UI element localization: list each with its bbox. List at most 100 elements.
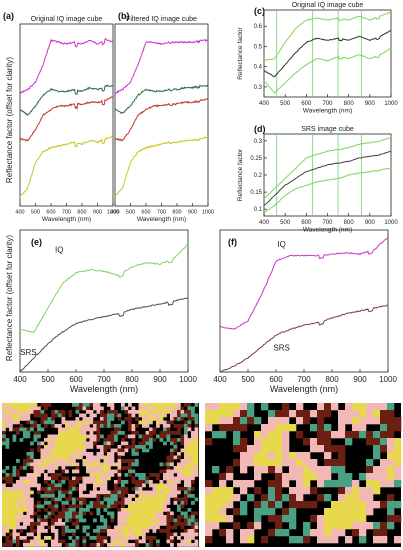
heatmap-cell [58, 480, 62, 484]
heatmap-cell [110, 494, 115, 498]
heatmap-cell [124, 511, 129, 516]
heatmap-cell [96, 410, 101, 414]
heatmap-cell [145, 529, 150, 533]
heatmap-cell [96, 497, 101, 502]
heatmap-cell [156, 487, 160, 491]
heatmap-cell [110, 490, 115, 495]
y-tick-label: 0.25 [250, 156, 262, 162]
heatmap-cell [82, 511, 87, 516]
heatmap-cell [135, 529, 139, 533]
heatmap-cell [156, 473, 160, 477]
heatmap-cell [23, 522, 27, 526]
heatmap-cell [100, 504, 104, 509]
heatmap-cell [166, 515, 171, 519]
heatmap-cell [170, 511, 174, 516]
heatmap-cell [194, 511, 199, 516]
heatmap-cell [138, 518, 143, 523]
heatmap-cell [187, 441, 192, 446]
heatmap-cell [324, 459, 332, 467]
heatmap-cell [275, 431, 283, 439]
heatmap-cell [103, 448, 108, 453]
heatmap-cell [373, 473, 381, 481]
heatmap-cell [54, 501, 59, 505]
heatmap-cell [331, 445, 339, 453]
heatmap-cell [254, 473, 262, 481]
heatmap-cell [30, 448, 34, 453]
heatmap-cell [93, 462, 97, 467]
heatmap-cell [23, 406, 27, 411]
heatmap-cell [61, 448, 66, 453]
heatmap-cell [117, 532, 122, 537]
heatmap-cell [345, 536, 353, 544]
heatmap-cell [79, 448, 83, 453]
heatmap-cell [124, 543, 129, 547]
heatmap-cell [219, 431, 227, 439]
heatmap-cell [205, 515, 213, 523]
heatmap-cell [100, 501, 104, 505]
heatmap-cell [142, 529, 146, 533]
x-tick-label: 400 [213, 375, 227, 384]
heatmap-cell [65, 529, 69, 533]
x-tick-label: 1000 [179, 375, 197, 384]
heatmap-cell [37, 483, 41, 488]
heatmap-cell [114, 410, 118, 414]
heatmap-cell [166, 438, 171, 442]
heatmap-cell [40, 543, 45, 547]
heatmap-cell [82, 539, 87, 544]
heatmap-cell [107, 434, 111, 439]
heatmap-cell [310, 466, 318, 474]
heatmap-cell [177, 476, 181, 481]
heatmap-cell [89, 501, 94, 505]
heatmap-cell [96, 445, 101, 449]
heatmap-cell [100, 455, 104, 460]
heatmap-cell [44, 497, 48, 502]
heatmap-cell [152, 518, 157, 523]
heatmap-cell [317, 445, 325, 453]
heatmap-cell [19, 476, 24, 481]
heatmap-cell [159, 515, 164, 519]
heatmap-cell [44, 420, 48, 425]
heatmap-cell [289, 459, 297, 467]
heatmap-cell [114, 483, 118, 488]
heatmap-cell [282, 529, 290, 537]
heatmap-cell [26, 483, 31, 488]
heatmap-cell [149, 518, 153, 523]
heatmap-cell [68, 410, 73, 414]
heatmap-cell [117, 525, 122, 530]
heatmap-cell [9, 494, 13, 498]
heatmap-cell [142, 483, 146, 488]
heatmap-cell [296, 480, 304, 488]
heatmap-cell [96, 508, 101, 512]
heatmap-cell [121, 490, 125, 495]
heatmap-cell [180, 406, 185, 411]
heatmap-cell [2, 427, 6, 432]
heatmap-cell [75, 469, 80, 474]
heatmap-cell [275, 501, 283, 509]
heatmap-cell [117, 448, 122, 453]
heatmap-cell [58, 522, 62, 526]
heatmap-cell [37, 445, 41, 449]
heatmap-cell [40, 469, 45, 474]
heatmap-cell [145, 476, 150, 481]
heatmap-cell [86, 427, 90, 432]
heatmap-cell [117, 487, 122, 491]
heatmap-cell [191, 434, 195, 439]
heatmap-cell [296, 473, 304, 481]
heatmap-cell [110, 543, 115, 547]
heatmap-cell [275, 417, 283, 425]
heatmap-cell [58, 438, 62, 442]
heatmap-cell [194, 420, 199, 425]
y-tick-label: 0.3 [254, 85, 263, 91]
heatmap-cell [247, 445, 255, 453]
heatmap-cell [194, 424, 199, 428]
heatmap-cell [89, 473, 94, 477]
heatmap-cell [117, 543, 122, 547]
heatmap-cell [194, 452, 199, 456]
heatmap-cell [387, 508, 395, 516]
heatmap-cell [268, 501, 276, 509]
heatmap-cell [145, 448, 150, 453]
heatmap-cell [131, 515, 136, 519]
heatmap-cell [166, 501, 171, 505]
heatmap-cell [187, 448, 192, 453]
heatmap-cell [12, 487, 17, 491]
